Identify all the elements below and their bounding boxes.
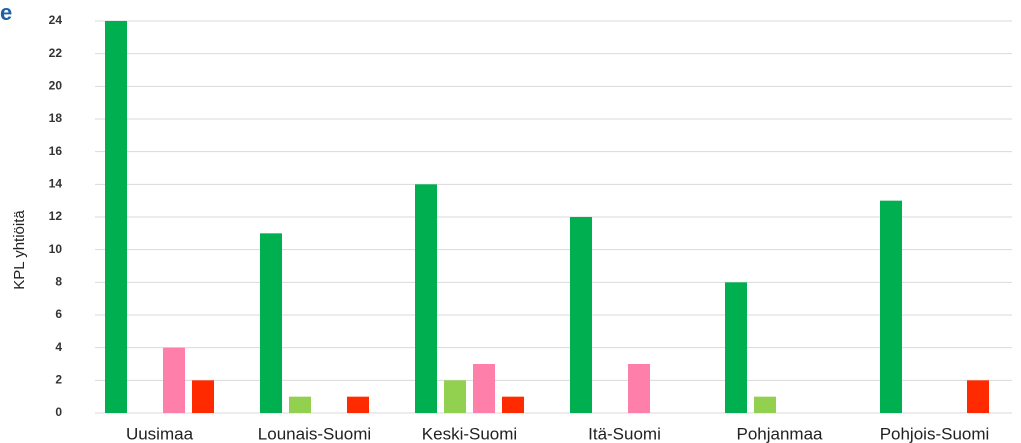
x-tick-label: Pohjois-Suomi <box>880 424 990 443</box>
bar <box>570 217 592 413</box>
bar <box>105 21 127 413</box>
bar <box>473 364 495 413</box>
bar <box>260 233 282 413</box>
y-tick-label: 8 <box>55 275 62 289</box>
bar <box>628 364 650 413</box>
y-tick-label: 0 <box>55 405 62 419</box>
bar <box>880 200 902 413</box>
y-tick-label: 14 <box>49 177 63 191</box>
bar <box>502 396 524 413</box>
chart-title: e <box>0 0 12 25</box>
bar <box>192 380 214 413</box>
y-tick-label: 18 <box>49 111 63 125</box>
bar <box>754 396 776 413</box>
y-tick-label: 20 <box>49 79 63 93</box>
x-tick-label: Itä-Suomi <box>588 424 661 443</box>
bar <box>444 380 466 413</box>
bar <box>347 396 369 413</box>
x-tick-label: Keski-Suomi <box>422 424 517 443</box>
bar <box>289 396 311 413</box>
y-tick-label: 12 <box>49 209 63 223</box>
y-tick-label: 6 <box>55 307 62 321</box>
y-tick-label: 2 <box>55 373 62 387</box>
y-tick-label: 4 <box>55 340 62 354</box>
y-tick-label: 16 <box>49 144 63 158</box>
y-axis-label: KPL yhtiöitä <box>11 210 28 290</box>
bar <box>415 184 437 413</box>
bar <box>163 347 185 413</box>
x-tick-label: Pohjanmaa <box>736 424 823 443</box>
y-tick-label: 22 <box>49 46 63 60</box>
bar <box>725 282 747 413</box>
x-tick-label: Uusimaa <box>126 424 194 443</box>
y-tick-label: 24 <box>49 13 63 27</box>
x-tick-label: Lounais-Suomi <box>258 424 371 443</box>
bar <box>967 380 989 413</box>
y-tick-label: 10 <box>49 242 63 256</box>
